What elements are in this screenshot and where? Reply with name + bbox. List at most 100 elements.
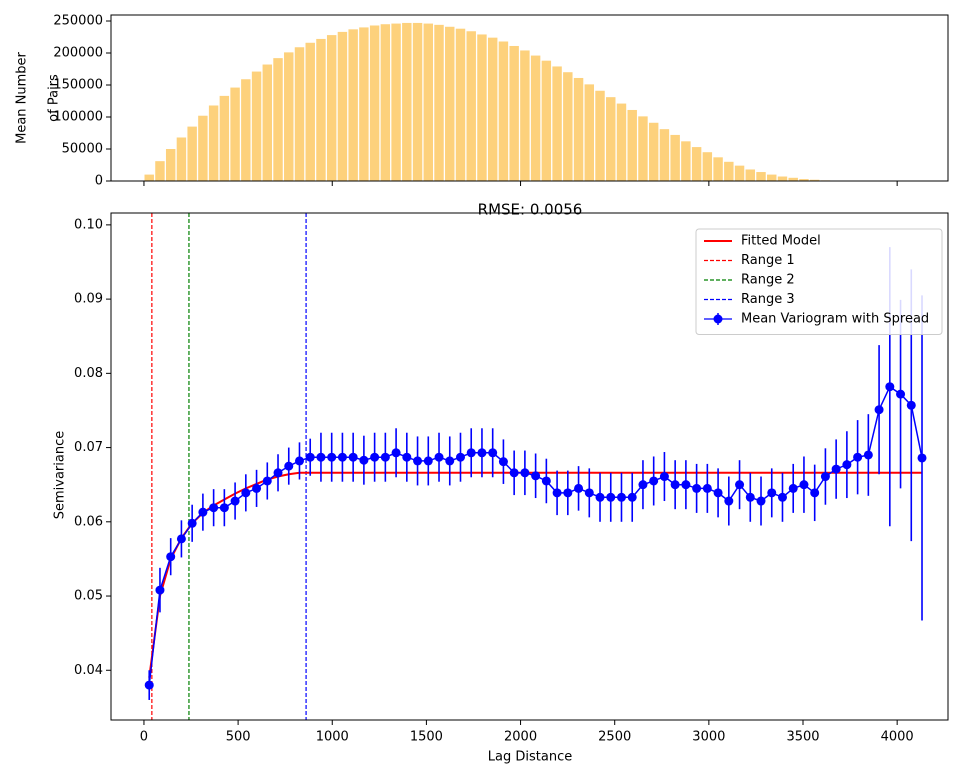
bar [241,79,251,181]
bar [305,42,315,181]
marker [810,488,820,498]
bar [359,27,369,181]
x-tick-label: 500 [226,730,251,745]
marker [477,448,487,458]
y-tick-label: 0.04 [74,663,103,678]
bar [702,152,713,181]
bar [809,179,820,181]
bar [337,31,348,181]
marker [187,518,197,528]
bar [466,31,476,181]
bar [423,23,434,181]
bar [165,149,176,181]
marker [606,492,616,502]
y-tick-label: 0 [95,174,103,189]
bar [627,109,637,181]
bar [659,129,670,181]
bar [606,97,616,181]
marker [649,476,659,486]
bar [402,22,412,181]
x-tick-label: 2000 [504,730,537,745]
y-tick-label: 150000 [53,78,103,93]
marker [767,488,777,498]
marker [681,480,691,490]
bar [176,137,187,181]
legend-label: Range 3 [741,292,795,307]
marker [305,452,315,462]
marker [616,492,626,502]
legend-swatch [713,314,723,324]
bar [326,35,337,181]
bar [616,103,627,181]
bar [155,161,165,181]
marker [219,503,229,513]
marker [531,471,541,481]
marker [724,496,734,506]
x-tick-label: 3000 [692,730,725,745]
x-tick-label: 1500 [410,730,443,745]
marker [466,448,476,458]
x-tick-label: 1000 [316,730,349,745]
bar [584,84,595,181]
marker [552,488,562,498]
marker [788,483,798,493]
y-tick-label: 0.08 [74,366,103,381]
bar [391,23,401,181]
data-layer [144,22,852,181]
y-tick-label: 100000 [53,110,103,125]
marker [252,483,262,493]
bar [509,45,519,181]
marker [359,455,369,465]
x-axis-label: Lag Distance [488,750,572,765]
bar [208,105,219,181]
marker [874,405,884,415]
marker [735,480,745,490]
plot-area: 0 50000 100000 150000 200000 250000 [53,14,949,189]
bar [799,179,809,181]
marker [917,453,927,463]
x-tick-label: 2500 [598,730,631,745]
y-tick-label: 0.09 [74,292,103,307]
marker [176,534,186,544]
marker [574,483,584,493]
marker [584,488,594,498]
marker [713,488,723,498]
bar [552,66,562,181]
marker [488,448,498,458]
marker [906,400,916,410]
marker [370,452,380,462]
marker [273,468,283,478]
bar [477,34,487,181]
bar [316,38,326,181]
marker [402,452,412,462]
bar [670,134,680,181]
y-axis-label: Semivariance [53,431,68,520]
marker [756,496,766,506]
bar [251,71,262,181]
bar [681,141,691,181]
bar [187,126,197,181]
legend-box [695,228,943,335]
marker [284,461,294,471]
marker [155,585,165,595]
marker [595,492,605,502]
bar [434,24,444,181]
bar [219,95,230,181]
bar [284,52,294,181]
bar [230,87,240,181]
axes-frame [110,212,949,721]
x-tick-label: 4000 [881,730,914,745]
bar [273,58,283,181]
marker [166,552,176,562]
marker [413,456,423,466]
marker [820,472,830,482]
y-tick-label: 50000 [62,142,103,157]
marker [144,680,154,690]
marker [434,452,444,462]
bar [745,169,756,181]
marker [863,450,873,460]
marker [230,496,240,506]
marker [896,389,906,399]
marker [520,468,530,478]
